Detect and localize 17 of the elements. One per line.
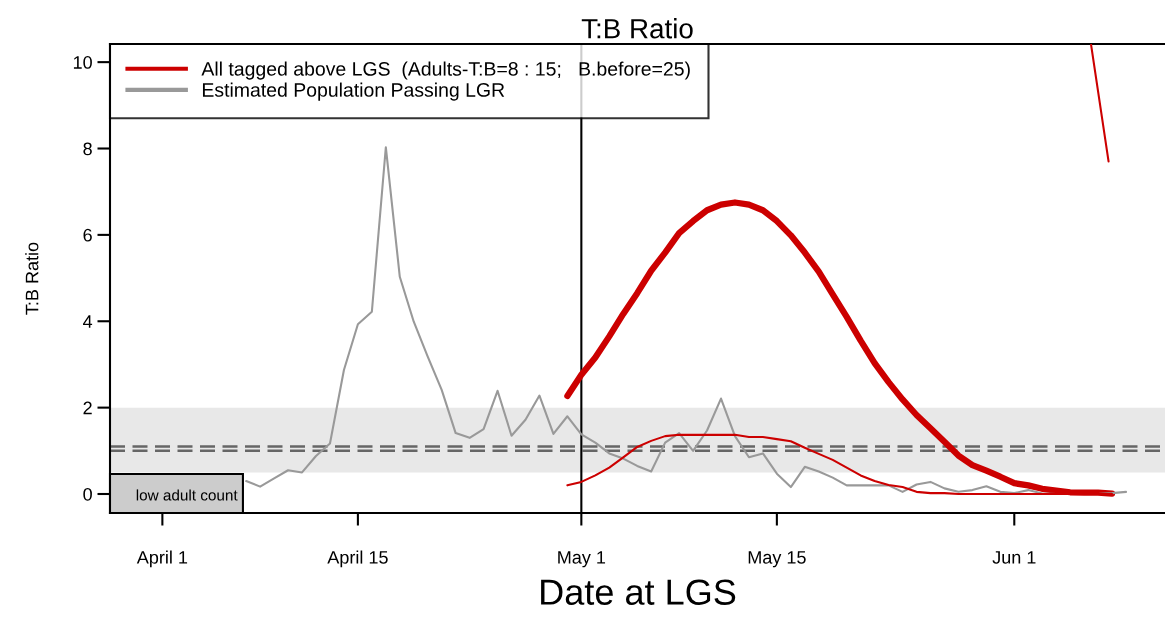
x-tick-label: April 15 (327, 550, 388, 568)
y-tick-label: 2 (83, 401, 92, 415)
x-axis-title: Date at LGS (541, 579, 736, 605)
y-tick-label: 0 (83, 487, 92, 501)
annotation: low adult count (136, 489, 238, 501)
x-tick-label: Jun 1 (992, 551, 1036, 564)
y-axis-title: T:B Ratio (25, 242, 39, 315)
chart-title: T:B Ratio (581, 18, 693, 39)
legend-label: All tagged above LGS (Adults-T:B=8 : 15; B.before=25) (201, 61, 690, 80)
y-tick-label: 4 (83, 315, 93, 328)
x-tick-label: May 15 (748, 551, 806, 568)
y-tick-label: 6 (83, 228, 92, 242)
y-tick-label: 8 (83, 142, 92, 156)
y-tick-label: 10 (73, 56, 92, 69)
legend-label: Estimated Population Passing LGR (202, 82, 505, 101)
x-tick-label: April 1 (136, 550, 188, 568)
x-tick-label: May 1 (558, 551, 606, 568)
